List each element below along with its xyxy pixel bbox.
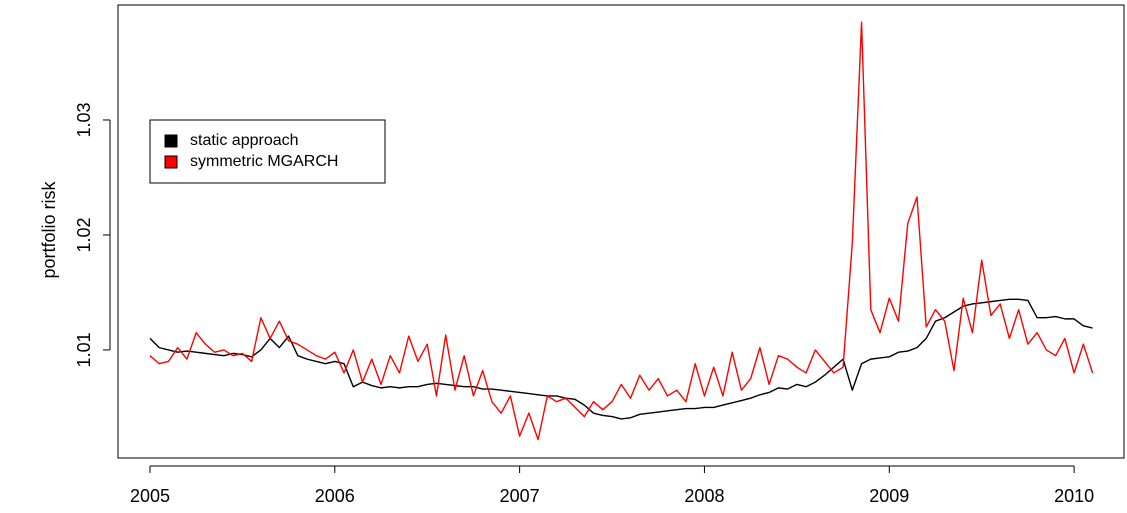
y-tick-label: 1.03 xyxy=(74,102,94,137)
plot-box xyxy=(117,4,1125,459)
series-line xyxy=(149,21,1094,441)
y-tick-label: 1.02 xyxy=(74,217,94,252)
x-tick-label: 2008 xyxy=(684,486,724,506)
legend-label: symmetric MGARCH xyxy=(190,153,338,170)
y-tick-label: 1.01 xyxy=(74,332,94,367)
x-tick-label: 2007 xyxy=(500,486,540,506)
legend-swatch xyxy=(164,155,178,169)
series-line xyxy=(149,298,1093,420)
legend-label: static approach xyxy=(190,132,299,149)
legend-box xyxy=(149,119,386,184)
y-axis-label: portfolio risk xyxy=(39,180,59,278)
x-tick-label: 2009 xyxy=(869,486,909,506)
x-tick-label: 2005 xyxy=(130,486,170,506)
legend-swatch xyxy=(164,134,178,148)
x-tick-label: 2006 xyxy=(315,486,355,506)
x-tick-label: 2010 xyxy=(1054,486,1094,506)
